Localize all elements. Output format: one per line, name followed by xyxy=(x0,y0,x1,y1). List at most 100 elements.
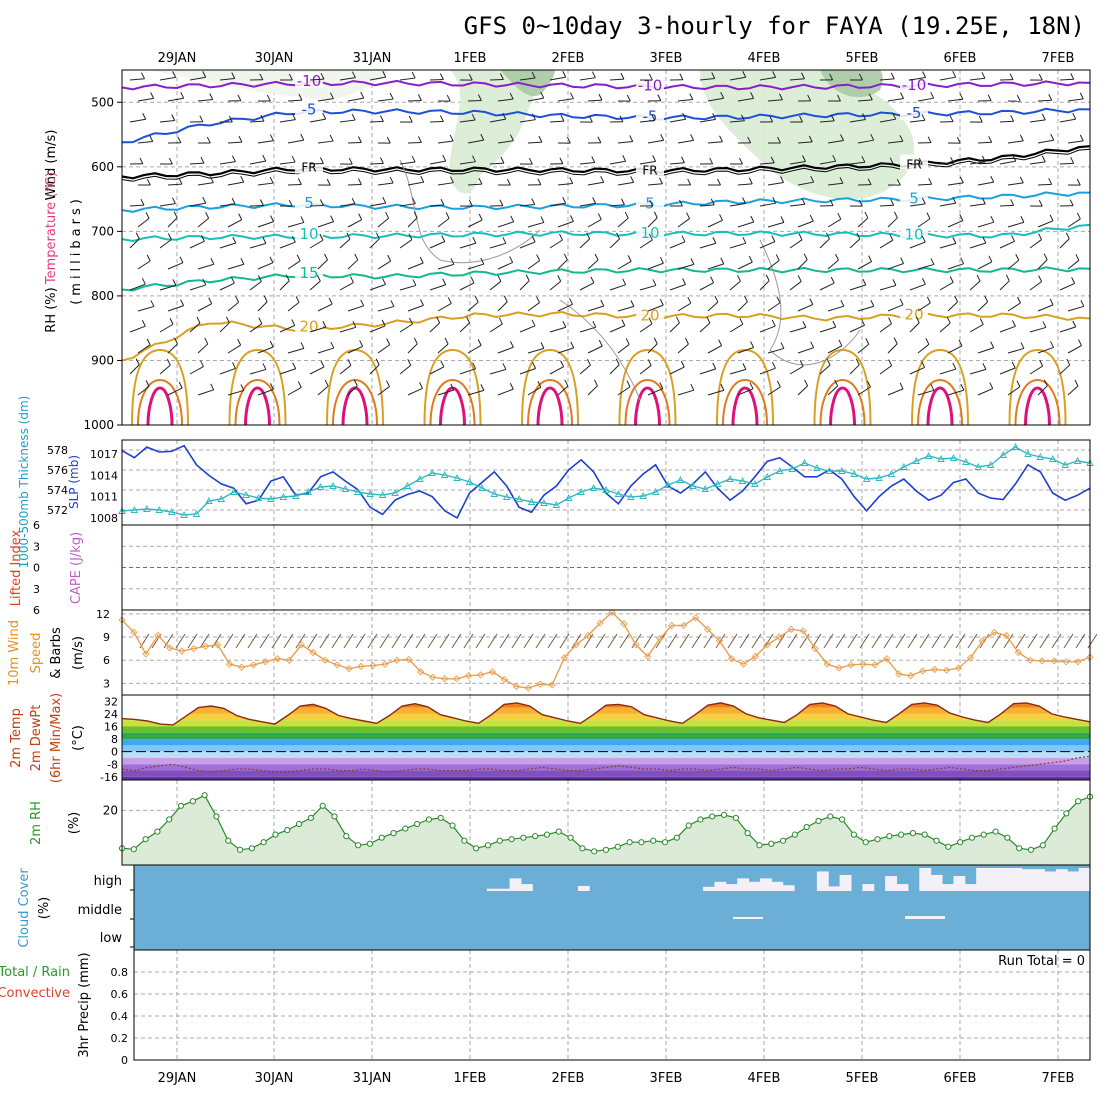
wind-barb-flag xyxy=(623,155,626,161)
wind-barb-flag xyxy=(1006,275,1009,281)
wind-barb xyxy=(1000,281,1009,290)
bl-contour-loop xyxy=(148,388,172,425)
wind-barb-flag xyxy=(691,384,694,390)
wind-barb xyxy=(558,260,567,269)
bl-contour-loop xyxy=(246,388,270,425)
wind-barb xyxy=(588,260,598,269)
wind-barb xyxy=(160,365,170,374)
wind-barb xyxy=(948,183,963,185)
high-cloud-bar xyxy=(703,887,715,891)
wind-barb xyxy=(648,263,663,269)
cape-ylabel: CAPE (J/kg) xyxy=(69,532,84,604)
wind-barb xyxy=(280,120,295,122)
wind-barb xyxy=(190,241,204,248)
wind-barb-flag xyxy=(292,156,295,162)
wind-barb-flag xyxy=(653,279,656,285)
wind-barb xyxy=(400,162,415,164)
wind-barb-flag xyxy=(570,93,573,99)
wind-barb-flag xyxy=(558,275,561,281)
bl-contour-loop xyxy=(636,388,660,425)
wind-barb xyxy=(168,388,182,395)
wind-barb xyxy=(798,386,808,395)
surface-wind-barb xyxy=(1088,634,1097,648)
rh-point xyxy=(1076,799,1081,804)
wind-barb xyxy=(1030,366,1043,374)
wind-barb-flag xyxy=(390,93,393,99)
wind-barb xyxy=(978,142,992,143)
wind-barb-flag xyxy=(350,277,353,283)
wind-barb-flag xyxy=(270,341,273,347)
surface-wind-barb xyxy=(188,634,197,648)
wind-barb xyxy=(310,281,320,290)
temp-contour-10 xyxy=(122,225,1090,241)
wind-barb-flag xyxy=(507,179,510,185)
wind-barb xyxy=(580,283,594,290)
rh-point xyxy=(863,840,868,845)
rh-point xyxy=(899,832,904,837)
wind-barb xyxy=(198,264,214,269)
wind-barb xyxy=(318,386,328,395)
wind-barb-flag xyxy=(172,198,175,204)
wind-barb xyxy=(1030,240,1042,248)
surface-wind-barb xyxy=(332,634,341,648)
contour-label: 20 xyxy=(904,306,923,324)
wind-barb xyxy=(490,79,503,80)
rh-point xyxy=(509,837,514,842)
temp-tick-label: 24 xyxy=(104,708,118,721)
wind-barb-flag xyxy=(1050,215,1053,221)
wind-barb-flag xyxy=(810,299,813,305)
wind-barb-flag xyxy=(631,176,634,182)
wind-barb-flag xyxy=(866,338,869,344)
wind-barb xyxy=(618,387,630,395)
bottom-date-label: 31JAN xyxy=(353,1071,392,1086)
wind-barb xyxy=(250,369,266,374)
wind-barb xyxy=(288,387,301,395)
wind-barb xyxy=(528,222,544,227)
wind-barb xyxy=(340,365,351,374)
wind-barb xyxy=(618,306,634,311)
surface-wind-barb xyxy=(1064,634,1073,648)
wind-barb xyxy=(550,281,561,290)
slp-tick-label: 1017 xyxy=(90,448,118,461)
rh-point xyxy=(403,826,408,831)
surface-wind-barb xyxy=(392,634,401,648)
wind-barb-flag xyxy=(927,213,930,219)
surface-wind-barb xyxy=(272,634,281,648)
wind-barb xyxy=(610,79,624,80)
wind-barb xyxy=(850,285,866,290)
wind-barb-flag xyxy=(446,212,449,218)
wind-barb-flag xyxy=(539,136,542,142)
wind-barb-flag xyxy=(526,275,529,281)
thickness-line xyxy=(122,447,1090,515)
cape-tick-label: 3 xyxy=(33,583,40,596)
wind-barb xyxy=(700,283,714,290)
wind-barb xyxy=(798,305,813,311)
wind-barb xyxy=(888,218,897,227)
wind-barb-flag xyxy=(901,258,904,264)
wind-barb-flag xyxy=(561,115,564,121)
wind-barb-flag xyxy=(661,134,664,140)
wind-barb-flag xyxy=(839,340,842,346)
wind-barb-flag xyxy=(232,156,235,162)
wind-barb xyxy=(1008,260,1019,269)
wind-barb xyxy=(168,263,183,269)
wind-barb xyxy=(220,162,235,164)
wind-barb-flag xyxy=(1039,200,1042,206)
wind-barb-flag xyxy=(931,92,934,98)
wind-barb xyxy=(160,324,173,332)
wind-barb xyxy=(528,261,540,269)
wind-barb-flag xyxy=(331,342,334,348)
rh-point xyxy=(710,814,715,819)
rh-point xyxy=(993,829,998,834)
surface-wind-barb xyxy=(536,634,545,648)
wind-barb-flag xyxy=(260,200,263,206)
wind-barb xyxy=(610,326,625,332)
wind-barb xyxy=(850,239,860,248)
wind-barb xyxy=(970,281,980,290)
wind-barb xyxy=(438,303,451,311)
wind-barb-flag xyxy=(376,359,379,365)
surface-wind-barb xyxy=(1016,634,1025,648)
wind-barb-flag xyxy=(533,363,536,369)
wind-barb xyxy=(1060,327,1076,332)
wind-barb xyxy=(1038,184,1052,185)
